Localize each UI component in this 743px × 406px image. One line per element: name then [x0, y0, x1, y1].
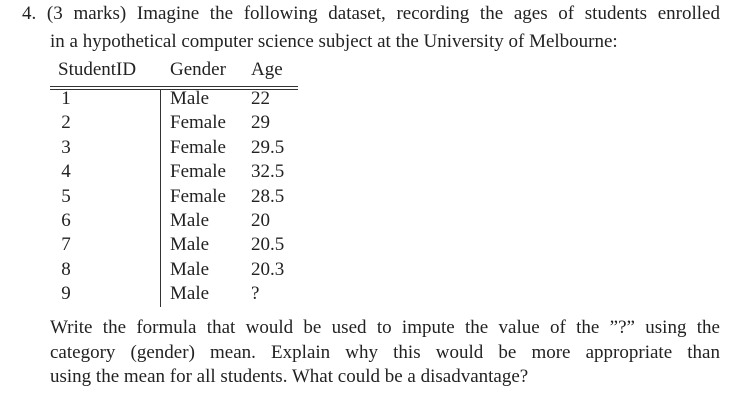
table-cell: 9: [61, 283, 71, 305]
column-rule: [160, 89, 161, 307]
table-cell: Female: [170, 136, 226, 158]
table-cell: Male: [170, 283, 210, 305]
table-cell: 20.5: [251, 234, 285, 256]
table-cell: Female: [170, 112, 226, 134]
table-cell: Male: [170, 234, 210, 256]
table-cell: 29: [251, 112, 270, 134]
table-cell: Female: [170, 161, 226, 183]
table-cell: 2: [61, 112, 71, 134]
table-cell: Male: [170, 258, 210, 280]
table-header: Gender: [170, 59, 226, 80]
prompt-line: Write the formula that would be used to …: [50, 317, 720, 338]
table-cell: 1: [61, 88, 71, 109]
table-cell: 3: [61, 136, 71, 158]
table-cell: 32.5: [251, 161, 285, 183]
table-rule: [50, 89, 298, 90]
prompt-line: using the mean for all students. What co…: [50, 366, 529, 387]
intro-line: 4. (3 marks) Imagine the following datas…: [22, 3, 720, 24]
table-header: Age: [251, 59, 283, 80]
table-cell: 20.3: [251, 258, 285, 280]
table-cell: 20: [251, 210, 270, 231]
table-cell: Male: [170, 88, 210, 109]
table-cell: Male: [170, 210, 210, 231]
table-cell: ?: [251, 283, 260, 305]
table-cell: 4: [61, 161, 71, 183]
table-cell: 8: [61, 258, 71, 280]
prompt-line: category (gender) mean. Explain why this…: [50, 341, 720, 363]
table-cell: 29.5: [251, 136, 285, 158]
table-cell: 7: [61, 234, 71, 256]
table-cell: 22: [251, 88, 270, 109]
table-rule: [50, 86, 298, 87]
table-cell: 6: [61, 210, 71, 231]
table-header: StudentID: [58, 59, 137, 80]
table-cell: Female: [170, 185, 226, 207]
intro-line: in a hypothetical computer science subje…: [50, 31, 618, 52]
table-cell: 5: [61, 185, 71, 207]
table-cell: 28.5: [251, 185, 285, 207]
